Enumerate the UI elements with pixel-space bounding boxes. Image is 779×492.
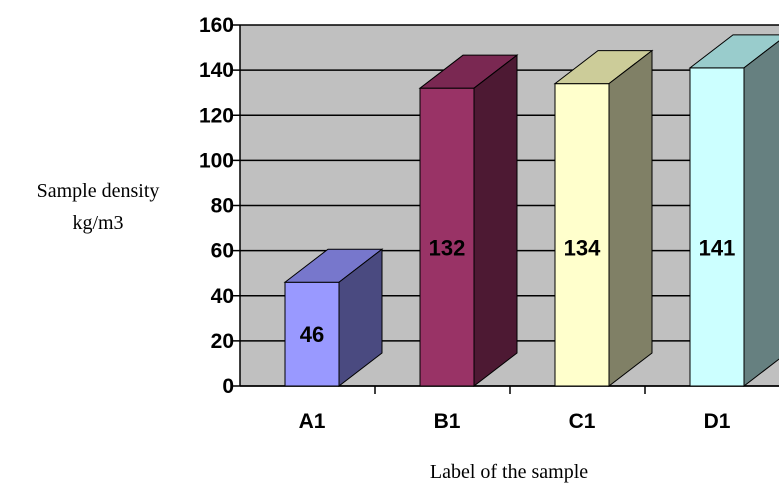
x-tick-label-A1: A1 bbox=[299, 410, 326, 433]
bar-top-face bbox=[688, 34, 779, 69]
bar-side-face bbox=[473, 54, 518, 388]
bar-front-face bbox=[689, 67, 745, 387]
y-tick-label: 20 bbox=[211, 330, 234, 353]
y-axis-title-line-2: kg/m3 bbox=[72, 212, 123, 234]
bar-D1 bbox=[688, 34, 779, 388]
bar-front-face bbox=[284, 281, 340, 387]
y-tick-label: 140 bbox=[199, 59, 234, 82]
x-tick-label-D1: D1 bbox=[704, 410, 731, 433]
data-label-C1: 134 bbox=[564, 236, 601, 261]
data-label-D1: 141 bbox=[699, 236, 736, 261]
bar-C1 bbox=[553, 49, 654, 388]
y-tick-label: 100 bbox=[199, 149, 234, 172]
x-tick-label-C1: C1 bbox=[569, 410, 596, 433]
data-label-B1: 132 bbox=[429, 236, 466, 261]
data-label-A1: 46 bbox=[300, 322, 324, 347]
x-tick-label-B1: B1 bbox=[434, 410, 461, 433]
y-tick-label: 40 bbox=[211, 285, 234, 308]
labels: 0 20 40 60 80 100 120 140 160 46 A1 132 B1 134 C1 141 D1 bbox=[199, 14, 735, 433]
x-axis-title: Label of the sample bbox=[430, 461, 588, 483]
y-tick-label: 80 bbox=[211, 195, 234, 218]
axes bbox=[232, 24, 779, 394]
y-tick-label: 120 bbox=[199, 104, 234, 127]
y-tick-label: 160 bbox=[199, 14, 234, 37]
bar-side-face bbox=[743, 40, 779, 388]
bar-B1 bbox=[418, 54, 519, 388]
bars bbox=[283, 34, 779, 388]
bar-side-face bbox=[338, 248, 383, 388]
bar-A1 bbox=[283, 248, 384, 388]
bar-side-face bbox=[608, 49, 653, 388]
bar-front-face bbox=[554, 83, 610, 387]
y-tick-label: 0 bbox=[222, 375, 234, 398]
y-axis-title-line-1: Sample density bbox=[37, 180, 160, 202]
y-tick-label: 60 bbox=[211, 240, 234, 263]
